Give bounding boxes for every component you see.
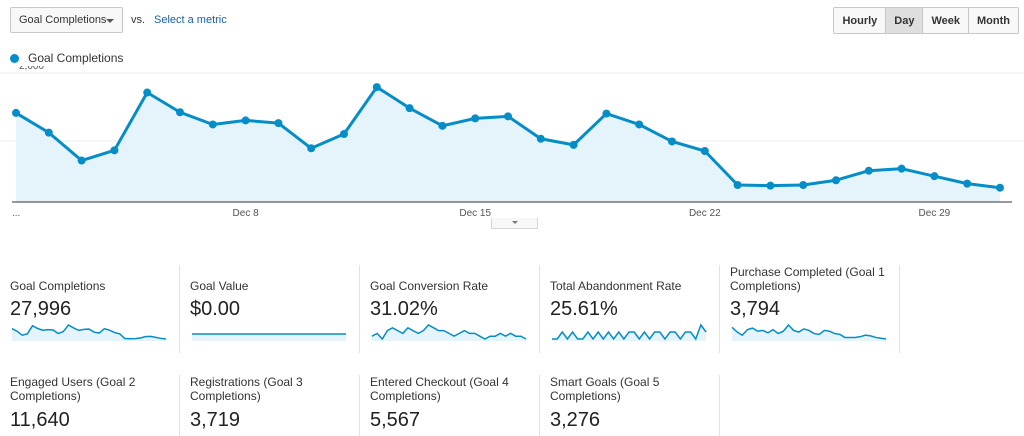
sparkline: [192, 333, 346, 341]
data-point: [930, 172, 939, 181]
x-tick-label: Dec 8: [233, 208, 260, 219]
data-point: [208, 120, 217, 129]
x-tick-label: ...: [12, 208, 20, 219]
chart-legend: Goal Completions: [10, 51, 123, 65]
chart-expand-handle[interactable]: [491, 218, 538, 229]
data-point: [766, 181, 775, 190]
scorecard-title: Smart Goals (Goal 5 Completions): [550, 375, 660, 403]
data-point: [44, 128, 53, 137]
vs-label: vs.: [131, 14, 146, 26]
series-area: [16, 87, 1000, 202]
legend-dot-icon: [10, 53, 19, 63]
scorecard[interactable]: Goal Conversion Rate 31.02%: [370, 265, 540, 353]
sparkline-line: [552, 323, 707, 341]
data-point: [569, 140, 578, 149]
data-point: [340, 130, 348, 138]
data-point: [602, 109, 611, 118]
scorecard-value: 25.61%: [550, 298, 618, 320]
scorecard-value: 11,640: [10, 409, 70, 431]
scorecard-title: Entered Checkout (Goal 4 Completions): [370, 375, 509, 403]
data-point: [12, 108, 20, 117]
sparkline-line: [11, 324, 167, 340]
data-point: [700, 147, 709, 155]
scorecard-value: 3,794: [730, 298, 781, 320]
scorecard[interactable]: Smart Goals (Goal 5 Completions) 3,276: [550, 375, 720, 436]
month-button[interactable]: Month: [968, 8, 1018, 33]
y-tick-label: 2,000: [19, 66, 44, 72]
data-point: [864, 166, 873, 175]
data-point: [897, 164, 906, 173]
data-point: [176, 108, 184, 117]
hourly-button[interactable]: Hourly: [834, 8, 886, 33]
data-point: [504, 112, 512, 121]
scorecard-value: 3,276: [550, 409, 601, 431]
data-point: [143, 88, 152, 97]
data-point: [405, 104, 414, 113]
sparkline-area: [372, 325, 526, 341]
sparkline: [11, 324, 167, 341]
sparkline: [552, 323, 707, 341]
scorecard[interactable]: Goal Value $0.00: [190, 265, 360, 353]
legend-label: Goal Completions: [28, 51, 124, 65]
scorecard[interactable]: Entered Checkout (Goal 4 Completions) 5,5…: [370, 375, 540, 436]
scorecard-value: 31.02%: [370, 298, 438, 320]
scorecard-title: Total Abandonment Rate: [550, 279, 682, 293]
scorecard-title: Goal Conversion Rate: [370, 279, 489, 293]
scorecard[interactable]: Purchase Completed (Goal 1 Completions) 3…: [730, 265, 900, 353]
data-point: [77, 156, 86, 165]
chevron-down-icon: [106, 19, 114, 23]
select-metric-link[interactable]: Select a metric: [154, 14, 227, 26]
data-point: [996, 183, 1004, 192]
data-point: [963, 179, 972, 188]
scorecard[interactable]: Goal Completions 27,996: [10, 265, 180, 353]
x-tick-label: Dec 15: [459, 208, 491, 219]
sparkline-area: [732, 325, 886, 341]
scorecard[interactable]: Total Abandonment Rate 25.61%: [550, 265, 720, 353]
sparkline: [731, 323, 887, 341]
sparkline: [371, 324, 527, 341]
data-point: [832, 176, 840, 185]
day-button[interactable]: Day: [885, 8, 923, 33]
scorecard-title: Goal Value: [190, 279, 249, 293]
sparkline-area: [192, 334, 346, 341]
granularity-toggle: Hourly Day Week Month: [833, 7, 1019, 34]
data-point: [307, 144, 316, 153]
scorecard-value: 27,996: [10, 298, 72, 320]
data-point: [668, 137, 676, 146]
scorecard[interactable]: Engaged Users (Goal 2 Completions) 11,640: [10, 375, 180, 436]
chevron-down-icon: [512, 221, 518, 224]
x-tick-label: Dec 29: [919, 208, 951, 219]
week-button[interactable]: Week: [922, 8, 969, 33]
metric-select-dropdown[interactable]: Goal Completions: [10, 7, 123, 33]
scorecard-value: 3,719: [190, 409, 241, 431]
data-point: [438, 121, 447, 130]
sparkline-line: [371, 324, 527, 341]
x-tick-label: Dec 22: [689, 208, 721, 219]
sparkline-area: [12, 325, 166, 341]
data-point: [241, 116, 250, 125]
data-point: [733, 181, 742, 189]
data-point: [471, 114, 480, 123]
data-point: [799, 181, 808, 189]
scorecard-value: 5,567: [370, 409, 421, 431]
scorecard[interactable]: Registrations (Goal 3 Completions) 3,719: [190, 375, 360, 436]
data-point: [110, 146, 119, 155]
data-point: [635, 120, 644, 129]
scorecard-value: $0.00: [190, 298, 241, 320]
data-point: [372, 83, 381, 92]
sparkline-line: [731, 323, 887, 340]
data-point: [536, 134, 545, 143]
metric-select-label: Goal Completions: [19, 14, 107, 26]
data-point: [274, 119, 283, 128]
scorecard-title: Engaged Users (Goal 2 Completions): [10, 375, 136, 403]
scorecard-title: Registrations (Goal 3 Completions): [190, 375, 303, 403]
scorecard-title: Goal Completions: [10, 279, 106, 293]
scorecard-title: Purchase Completed (Goal 1 Completions): [730, 265, 885, 293]
